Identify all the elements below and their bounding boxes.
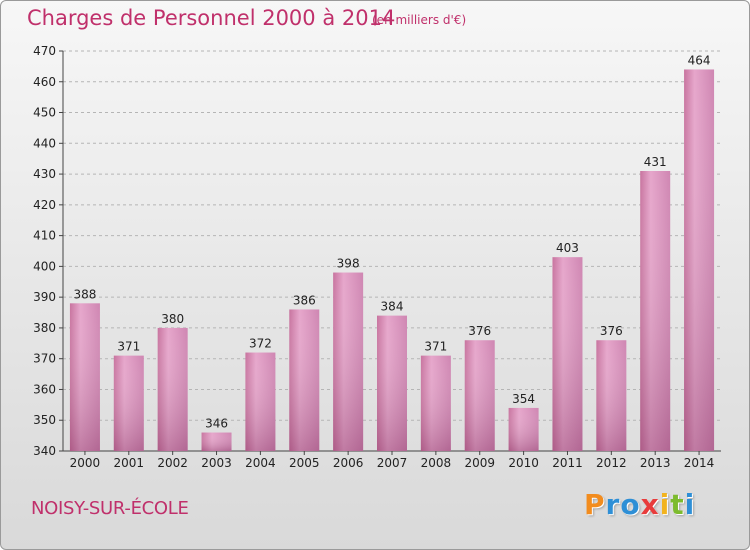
y-tick-label: 470 — [33, 44, 56, 58]
y-tick-label: 410 — [33, 229, 56, 243]
logo-letter: o — [620, 488, 641, 521]
value-label-2003: 346 — [205, 417, 228, 431]
y-tick-label: 370 — [33, 352, 56, 366]
value-label-2002: 380 — [161, 312, 184, 326]
value-label-2011: 403 — [556, 241, 579, 255]
x-tick-label: 2001 — [114, 456, 145, 470]
bar-shade-2007 — [377, 315, 407, 451]
y-tick-label: 390 — [33, 290, 56, 304]
logo-letter: t — [670, 488, 685, 521]
logo-letter: r — [605, 488, 621, 521]
logo-letter: i — [659, 488, 671, 521]
bar-shade-2000 — [69, 303, 100, 451]
x-tick-label: 2009 — [464, 456, 495, 470]
x-tick-label: 2012 — [596, 456, 627, 470]
bar-shade-2003 — [201, 432, 232, 451]
x-tick-label: 2000 — [70, 456, 101, 470]
value-label-2010: 354 — [512, 392, 535, 406]
value-label-2001: 371 — [117, 340, 140, 354]
value-label-2007: 384 — [381, 300, 404, 314]
x-tick-label: 2007 — [377, 456, 408, 470]
value-label-2000: 388 — [73, 287, 96, 301]
bar-shade-2001 — [113, 355, 144, 451]
y-tick-label: 420 — [33, 198, 56, 212]
y-tick-label: 450 — [33, 106, 56, 120]
value-label-2014: 464 — [688, 53, 711, 67]
x-tick-label: 2011 — [552, 456, 583, 470]
bar-shade-2012 — [596, 340, 627, 451]
bar-shade-2002 — [157, 327, 188, 451]
bar-shade-2014 — [684, 69, 715, 451]
chart-title: Charges de Personnel 2000 à 2014 — [27, 6, 396, 30]
x-tick-label: 2008 — [421, 456, 452, 470]
commune-name: NOISY-SUR-ÉCOLE — [31, 498, 189, 519]
logo-letter: i — [684, 488, 696, 521]
y-tick-label: 380 — [33, 321, 56, 335]
bar-shade-2011 — [552, 257, 583, 451]
x-tick-label: 2013 — [640, 456, 671, 470]
bar-shade-2006 — [333, 272, 364, 451]
y-tick-label: 430 — [33, 167, 56, 181]
chart-subtitle: (en milliers d'€) — [372, 13, 467, 27]
bars — [69, 69, 715, 451]
x-tick-label: 2004 — [245, 456, 276, 470]
bar-shade-2013 — [640, 171, 671, 451]
axes: 340 350 360 370 380 390 400 410 420 430 440 450 460 4… — [33, 44, 721, 470]
x-tick-label: 2014 — [684, 456, 715, 470]
x-tick-label: 2006 — [333, 456, 364, 470]
logo-letter: P — [584, 488, 606, 521]
bar-shade-2005 — [289, 309, 320, 451]
x-tick-label: 2002 — [157, 456, 188, 470]
y-tick-label: 350 — [33, 413, 56, 427]
x-tick-label: 2010 — [508, 456, 539, 470]
value-label-2005: 386 — [293, 293, 316, 307]
x-tick-label: 2005 — [289, 456, 320, 470]
value-label-2004: 372 — [249, 337, 272, 351]
y-tick-label: 400 — [33, 259, 56, 273]
x-tick-label: 2003 — [201, 456, 232, 470]
value-label-2006: 398 — [337, 257, 360, 271]
value-labels: 388 371 380 346 372 386 398 384 371 376 354 403 376 4… — [73, 53, 710, 430]
y-tick-label: 360 — [33, 382, 56, 396]
bar-shade-2008 — [420, 355, 451, 451]
proxiti-logo: Proxiti — [584, 488, 695, 521]
bar-shade-2004 — [245, 352, 276, 451]
logo-letter: x — [640, 488, 660, 521]
value-label-2008: 371 — [424, 340, 447, 354]
y-tick-label: 440 — [33, 136, 56, 150]
bar-shade-2009 — [464, 340, 495, 451]
value-label-2013: 431 — [644, 155, 667, 169]
value-label-2012: 376 — [600, 324, 623, 338]
bar-shade-2010 — [508, 407, 539, 451]
value-label-2009: 376 — [468, 324, 491, 338]
y-tick-label: 340 — [33, 444, 56, 458]
y-tick-label: 460 — [33, 75, 56, 89]
